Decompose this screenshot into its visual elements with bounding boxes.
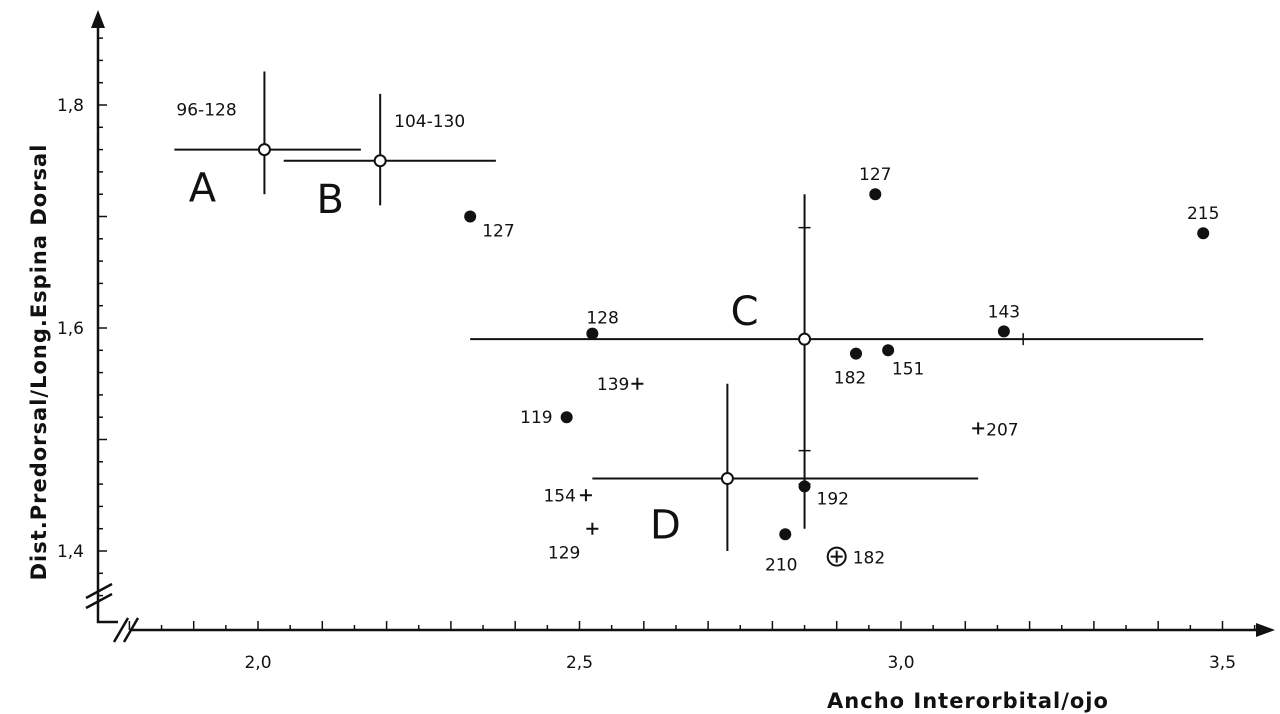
data-point-circled-plus-cross [830, 550, 843, 563]
axis-break-corner [96, 612, 118, 624]
data-point-label: 127 [482, 222, 514, 242]
data-point-label: 207 [986, 420, 1018, 440]
x-tick-label: 2,0 [244, 653, 271, 673]
x-axis-break [112, 617, 130, 643]
group-c-label: C [731, 289, 759, 335]
data-point-plus [972, 422, 985, 435]
data-point-label: 129 [548, 544, 580, 564]
x-axis-arrow [1256, 623, 1275, 637]
data-point-plus [631, 377, 644, 390]
data-point-circle [779, 528, 792, 541]
x-tick-label: 3,5 [1209, 653, 1236, 673]
x-tick-label: 3,0 [887, 653, 914, 673]
data-point-label: 182 [834, 369, 866, 389]
data-point-plus [579, 489, 592, 502]
y-tick-label: 1,8 [57, 96, 84, 116]
data-point-circle [1197, 227, 1210, 240]
data-point-label: 192 [817, 489, 849, 509]
data-point-label: 128 [586, 309, 618, 329]
data-point-label: 215 [1187, 204, 1219, 224]
group-c-mean [798, 332, 812, 346]
data-point-circle [997, 325, 1010, 338]
x-axis-break [122, 617, 140, 643]
data-point-plus [586, 522, 599, 535]
y-tick-label: 1,4 [57, 542, 84, 562]
x-axis-label: Ancho Interorbital/ojo [827, 689, 1109, 713]
data-point-label: 143 [988, 302, 1020, 322]
group-b-range-label: 104-130 [394, 112, 465, 132]
group-b-mean [373, 154, 387, 168]
data-point-label: 154 [543, 486, 575, 506]
data-points: 127 127 215 128 143 182 151 119 192 210 139 207 154 1… [464, 165, 1219, 575]
data-point-circle [560, 411, 573, 424]
y-axis-break [85, 592, 113, 610]
group-d-mean [720, 472, 734, 486]
x-tick-label: 2,5 [566, 653, 593, 673]
group-b-label: B [316, 177, 343, 223]
group-a-range-label: 96-128 [176, 101, 236, 121]
data-point-circle [464, 210, 477, 223]
data-point-label: 119 [520, 408, 552, 428]
axes: 1,4 1,6 1,8 2,0 2,5 3,0 3,5 [57, 10, 1275, 673]
group-d-label: D [650, 503, 681, 549]
y-axis-label: Dist.Predorsal/Long.Espina Dorsal [27, 144, 51, 581]
data-point-label: 127 [859, 165, 891, 185]
data-point-label: 182 [853, 549, 885, 569]
data-point-circle [849, 347, 862, 360]
data-point-label: 139 [597, 375, 629, 395]
axis-labels: Ancho Interorbital/ojo Dist.Predorsal/Lo… [27, 144, 1109, 713]
data-point-circle [586, 327, 599, 340]
group-a-label: A [189, 166, 217, 212]
group-crosses: A 96-128 B 104-130 C D [174, 71, 1204, 551]
y-axis-break [85, 582, 113, 600]
data-point-circle [798, 480, 811, 493]
data-point-label: 151 [892, 359, 924, 379]
y-tick-label: 1,6 [57, 319, 84, 339]
data-point-circle [882, 344, 895, 357]
data-point-label: 210 [765, 555, 797, 575]
group-a-mean [257, 143, 271, 157]
data-point-circle [869, 188, 882, 201]
y-axis-arrow [91, 10, 105, 28]
